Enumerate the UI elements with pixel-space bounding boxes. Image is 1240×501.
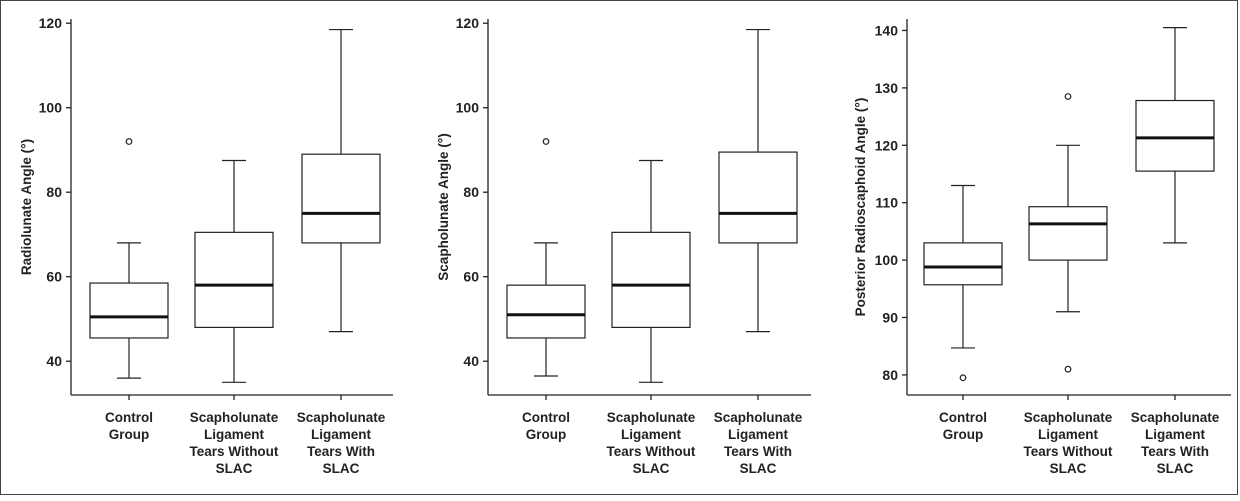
x-category-label: Control xyxy=(105,410,153,425)
outlier-point xyxy=(1064,93,1072,100)
x-category-label: Tears Without xyxy=(190,444,279,459)
x-category-label: Tears Without xyxy=(1024,444,1113,459)
x-category-label: SLAC xyxy=(1157,461,1194,476)
x-category-label: Ligament xyxy=(621,427,682,442)
box-iqr xyxy=(506,284,586,339)
y-tick-label: 100 xyxy=(456,100,480,116)
x-category-label: Scapholunate xyxy=(714,410,803,425)
y-axis-title: Posterior Radioscaphoid Angle (°) xyxy=(853,98,868,317)
y-tick-label: 100 xyxy=(39,100,63,116)
x-category-label: Tears With xyxy=(1141,444,1209,459)
x-category-label: Control xyxy=(939,410,987,425)
x-category-label: Group xyxy=(943,427,984,442)
y-tick-label: 100 xyxy=(875,252,899,268)
x-category-label: Ligament xyxy=(1145,427,1206,442)
box-iqr xyxy=(1028,206,1108,261)
y-tick-label: 120 xyxy=(39,15,63,31)
y-tick-label: 80 xyxy=(463,184,479,200)
box-iqr xyxy=(194,231,274,329)
box-iqr xyxy=(611,231,691,329)
outlier-point xyxy=(542,138,550,145)
y-tick-label: 120 xyxy=(875,137,899,153)
y-axis-title: Radiolunate Angle (°) xyxy=(19,139,34,275)
y-tick-label: 60 xyxy=(463,269,479,285)
y-tick-label: 110 xyxy=(875,195,898,211)
x-category-label: Scapholunate xyxy=(1024,410,1113,425)
box-iqr xyxy=(923,242,1003,286)
x-category-label: Scapholunate xyxy=(297,410,386,425)
x-category-label: Ligament xyxy=(728,427,789,442)
x-category-label: Scapholunate xyxy=(190,410,279,425)
box-iqr xyxy=(718,151,798,244)
x-category-label: Ligament xyxy=(204,427,265,442)
x-category-label: SLAC xyxy=(633,461,670,476)
x-category-label: Tears Without xyxy=(607,444,696,459)
y-tick-label: 40 xyxy=(46,353,62,369)
outlier-point xyxy=(1064,365,1072,373)
y-tick-label: 90 xyxy=(882,310,898,326)
y-tick-label: 80 xyxy=(882,367,898,383)
x-category-label: Scapholunate xyxy=(607,410,696,425)
x-category-label: SLAC xyxy=(740,461,777,476)
y-tick-label: 130 xyxy=(875,80,899,96)
y-tick-label: 140 xyxy=(875,22,899,38)
box-iqr xyxy=(89,282,169,339)
outlier-point xyxy=(959,374,967,382)
box-iqr xyxy=(1135,99,1215,172)
x-category-label: Control xyxy=(522,410,570,425)
y-tick-label: 60 xyxy=(46,269,62,285)
x-category-label: Tears With xyxy=(307,444,375,459)
x-category-label: Scapholunate xyxy=(1131,410,1220,425)
outlier-point xyxy=(125,138,133,145)
x-category-label: Tears With xyxy=(724,444,792,459)
x-category-label: Ligament xyxy=(1038,427,1099,442)
y-axis-title: Scapholunate Angle (°) xyxy=(436,133,451,280)
x-category-label: Group xyxy=(526,427,567,442)
x-category-label: SLAC xyxy=(216,461,253,476)
box-iqr xyxy=(301,153,381,244)
x-category-label: SLAC xyxy=(1050,461,1087,476)
y-tick-label: 120 xyxy=(456,15,480,31)
y-tick-label: 80 xyxy=(46,184,62,200)
x-category-label: Group xyxy=(109,427,150,442)
x-category-label: SLAC xyxy=(323,461,360,476)
x-category-label: Ligament xyxy=(311,427,372,442)
y-tick-label: 40 xyxy=(463,353,479,369)
